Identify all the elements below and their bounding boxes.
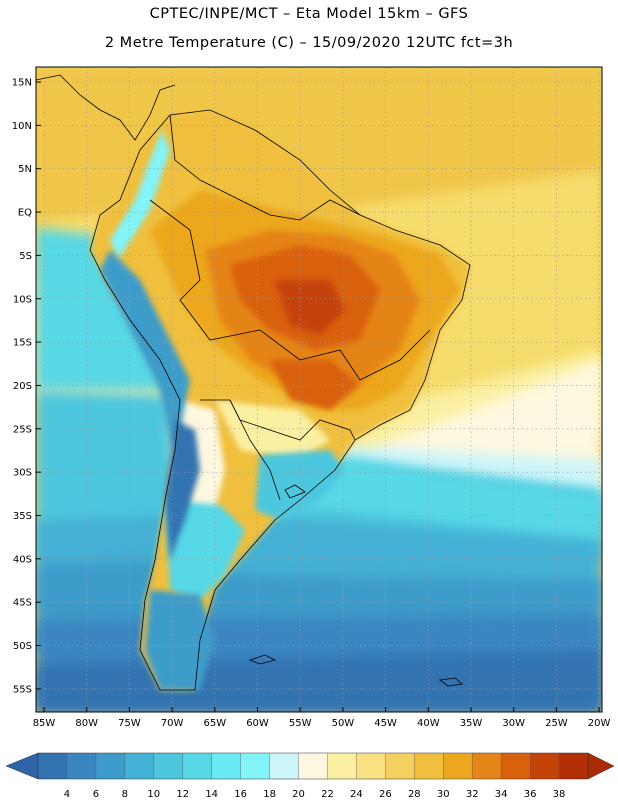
lon-tick-label: 20W — [588, 718, 611, 729]
map-frame — [35, 66, 603, 713]
colorbar-value-label: 22 — [321, 789, 334, 800]
lon-tick-label: 40W — [417, 718, 440, 729]
lon-tick-label: 70W — [161, 718, 184, 729]
colorbar-swatch — [211, 753, 241, 779]
colorbar-swatch — [298, 753, 328, 779]
lon-tick-label: 50W — [332, 718, 355, 729]
colorbar-swatch — [269, 753, 299, 779]
colorbar-swatch — [124, 753, 155, 779]
colorbar-swatch — [66, 753, 97, 779]
colorbar-value-label: 14 — [205, 789, 218, 800]
colorbar-value-label: 16 — [234, 789, 247, 800]
temperature-field — [36, 67, 602, 712]
lat-tick-label: 45S — [13, 598, 32, 609]
colorbar-swatch — [38, 753, 68, 779]
lat-tick-label: 50S — [13, 641, 32, 652]
colorbar-swatch — [472, 753, 502, 779]
colorbar-value-label: 6 — [93, 789, 99, 800]
colorbar-high-arrow — [587, 752, 615, 780]
colorbar-swatch — [182, 753, 212, 779]
colorbar-swatch — [153, 753, 184, 779]
colorbar-low-arrow — [5, 752, 39, 780]
colorbar-value-label: 26 — [379, 789, 392, 800]
colorbar-swatch — [530, 753, 560, 779]
colorbar-value-label: 20 — [292, 789, 305, 800]
lat-tick-label: 5S — [19, 251, 32, 262]
colorbar-value-label: 24 — [350, 789, 363, 800]
lon-tick-label: 75W — [118, 718, 141, 729]
colorbar-value-label: 32 — [466, 789, 479, 800]
colorbar-swatch — [356, 753, 386, 779]
colorbar-swatch — [414, 753, 444, 779]
lon-tick-label: 65W — [203, 718, 226, 729]
colorbar-swatch — [95, 753, 126, 779]
latitude-labels: 15N 10N 5N EQ 5S 10S 15S 20S 25S 30S 35S 40S 45S 50S 5… — [12, 78, 41, 695]
colorbar-value-label: 38 — [553, 789, 566, 800]
lon-tick-label: 85W — [33, 718, 56, 729]
colorbar-value-label: 10 — [147, 789, 160, 800]
colorbar-swatch — [559, 753, 589, 779]
lat-tick-label: 40S — [13, 554, 32, 565]
colorbar: 4 6 8 10 12 14 16 18 20 22 24 26 28 30 32 34 36 38 — [5, 752, 615, 800]
lat-tick-label: 10S — [13, 294, 32, 305]
lat-tick-label: 20S — [13, 381, 32, 392]
lat-tick-label: EQ — [18, 208, 32, 219]
lon-tick-label: 45W — [374, 718, 397, 729]
colorbar-value-label: 18 — [263, 789, 276, 800]
lon-tick-label: 80W — [75, 718, 98, 729]
longitude-labels: 85W 80W 75W 70W 65W 60W 55W 50W 45W 40W 35W 30W 25W 2… — [33, 707, 611, 729]
colorbar-value-label: 28 — [408, 789, 421, 800]
lat-tick-label: 5N — [18, 164, 32, 175]
lon-tick-label: 30W — [502, 718, 525, 729]
colorbar-swatch — [240, 753, 270, 779]
lon-tick-label: 55W — [289, 718, 312, 729]
colorbar-value-label: 36 — [524, 789, 537, 800]
colorbar-value-label: 12 — [176, 789, 189, 800]
colorbar-swatch — [501, 753, 531, 779]
colorbar-swatch — [385, 753, 415, 779]
lat-tick-label: 35S — [13, 511, 32, 522]
colorbar-value-label: 34 — [495, 789, 508, 800]
lat-tick-label: 30S — [13, 468, 32, 479]
colorbar-value-label: 8 — [122, 789, 128, 800]
lat-tick-label: 10N — [12, 121, 32, 132]
chart-title-line1: CPTEC/INPE/MCT – Eta Model 15km – GFS — [149, 6, 469, 22]
colorbar-swatch — [327, 753, 357, 779]
colorbar-value-label: 30 — [437, 789, 450, 800]
lon-tick-label: 60W — [246, 718, 269, 729]
coastlines — [36, 74, 471, 691]
chart-title-line2: 2 Metre Temperature (C) – 15/09/2020 12U… — [104, 35, 514, 51]
lat-tick-label: 55S — [13, 684, 32, 695]
colorbar-swatch — [443, 753, 473, 779]
lon-tick-label: 25W — [545, 718, 568, 729]
lat-tick-label: 15N — [12, 78, 32, 89]
colorbar-value-label: 4 — [64, 789, 70, 800]
lat-tick-label: 25S — [13, 424, 32, 435]
lat-tick-label: 15S — [13, 338, 32, 349]
lon-tick-label: 35W — [460, 718, 483, 729]
